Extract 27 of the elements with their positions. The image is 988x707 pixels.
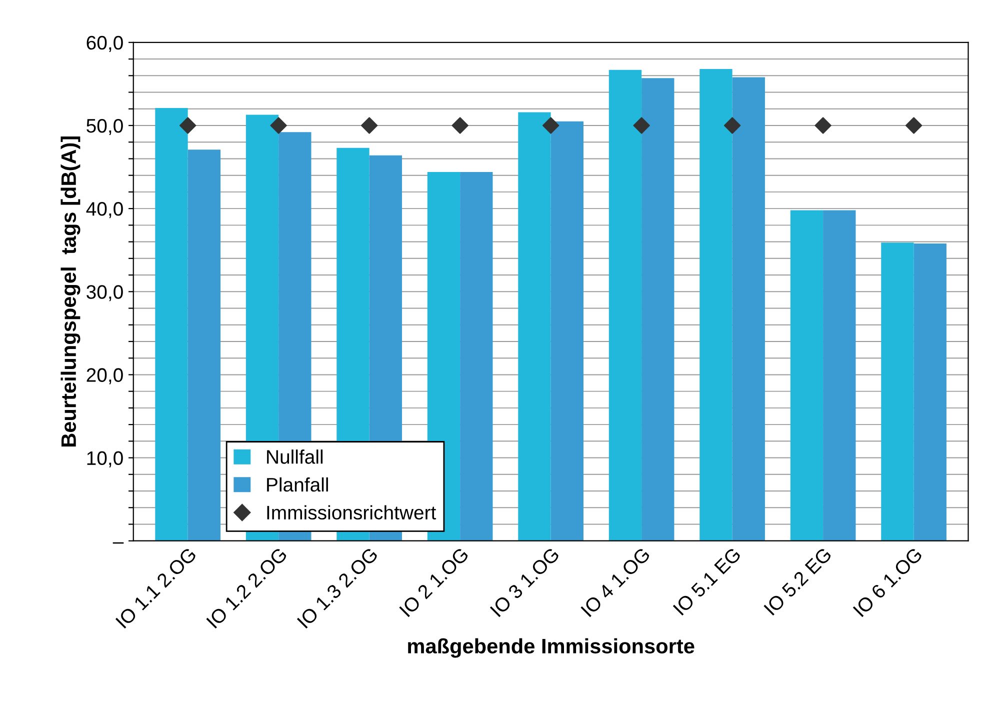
bar <box>914 243 946 541</box>
y-tick-label: 20,0 <box>86 368 123 384</box>
y-tick-label: – <box>112 542 124 544</box>
y-tick-label: 10,0 <box>87 451 123 468</box>
y-tick-label: 30,0 <box>86 285 123 302</box>
bar <box>790 210 824 541</box>
y-tick-label: 50,0 <box>86 118 123 136</box>
bar <box>642 78 674 541</box>
bar <box>155 108 188 541</box>
x-axis-title: maßgebende Immissionsorte <box>408 638 694 658</box>
bar <box>881 242 914 541</box>
bar <box>732 77 765 541</box>
legend-label: Immissionsrichtwert <box>267 505 436 520</box>
x-tick-label: IO 5.2 EG <box>764 547 832 616</box>
y-axis-title: Beurteilungspegel tags [dB(A)] <box>60 136 80 446</box>
bar <box>188 150 220 541</box>
bar <box>823 210 856 541</box>
legend-label: Planfall <box>267 477 328 492</box>
x-tick-label: IO 5.1 EG <box>672 547 742 616</box>
bar <box>460 172 493 541</box>
bar <box>608 70 642 541</box>
y-tick-label: 60,0 <box>86 36 123 52</box>
bar <box>518 112 551 541</box>
bar <box>700 69 732 541</box>
legend-label: Nullfall <box>267 450 323 464</box>
y-tick-label: 40,0 <box>86 202 123 218</box>
bar <box>550 121 584 541</box>
